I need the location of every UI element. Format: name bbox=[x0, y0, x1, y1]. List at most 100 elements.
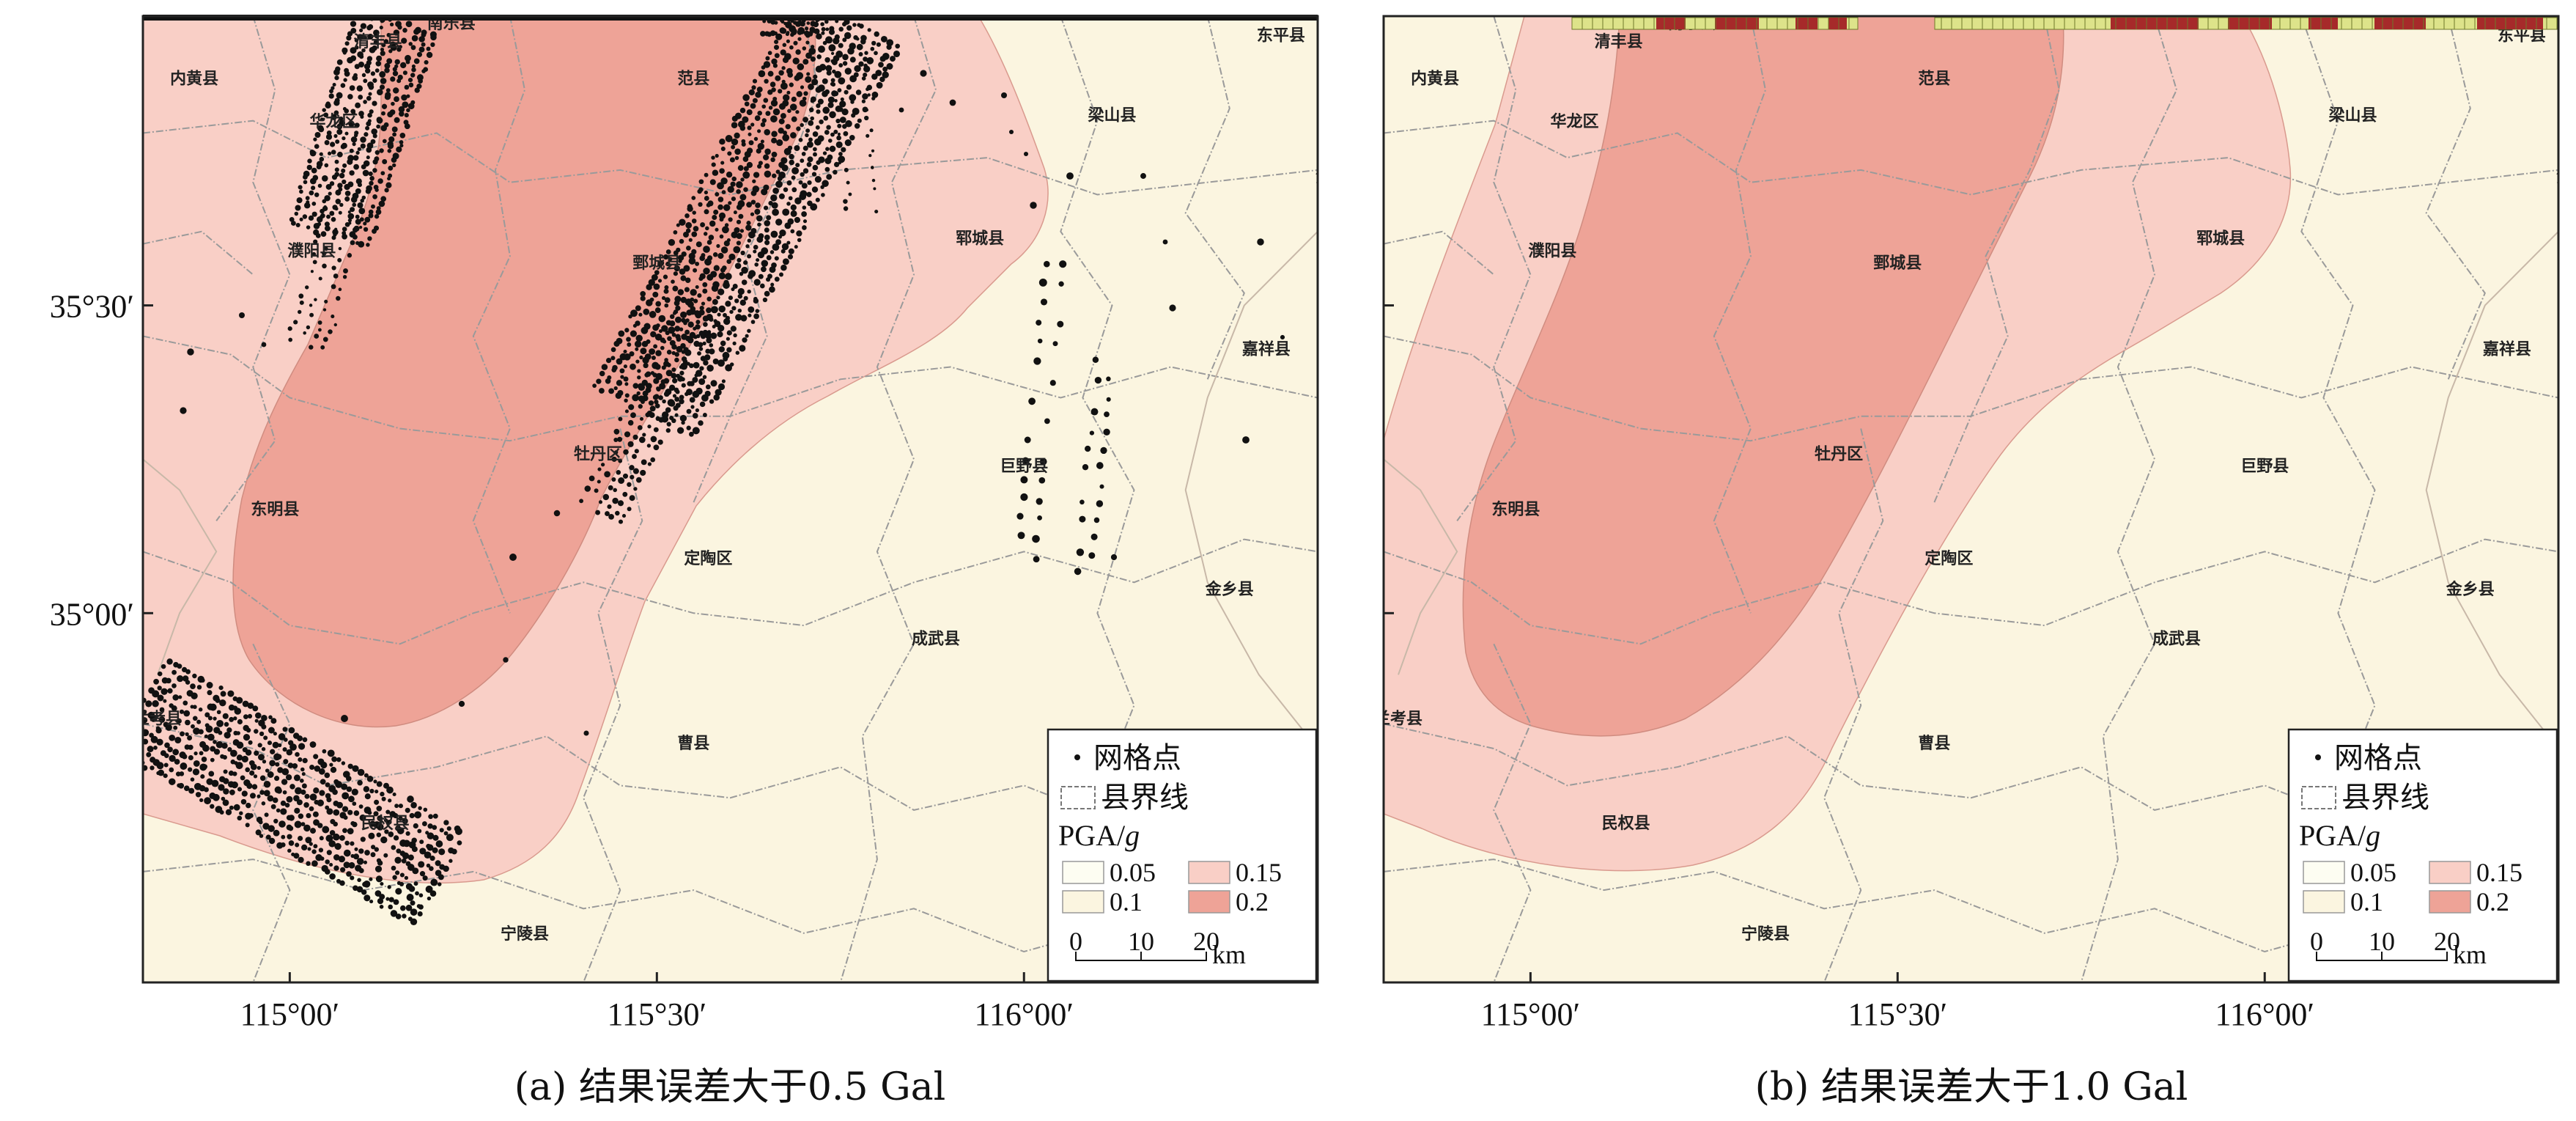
grid-point bbox=[664, 285, 669, 290]
grid-point bbox=[235, 762, 243, 770]
grid-point bbox=[178, 782, 185, 789]
county-label: 清丰县 bbox=[1595, 32, 1643, 51]
county-label: 鄄城县 bbox=[1873, 254, 1922, 273]
grid-point bbox=[373, 40, 379, 45]
grid-point bbox=[313, 239, 318, 244]
grid-point bbox=[410, 908, 418, 916]
grid-point bbox=[824, 19, 829, 24]
grid-point bbox=[613, 386, 618, 391]
grid-point bbox=[374, 790, 379, 794]
grid-point bbox=[854, 123, 860, 129]
grid-point bbox=[187, 735, 193, 740]
grid-point bbox=[1162, 239, 1168, 245]
grid-point bbox=[618, 416, 623, 422]
grid-point bbox=[686, 246, 691, 251]
grid-point bbox=[830, 51, 835, 56]
grid-point bbox=[724, 223, 729, 227]
grid-point bbox=[633, 487, 638, 491]
grid-point bbox=[608, 485, 613, 490]
grid-point bbox=[225, 809, 232, 815]
grid-point bbox=[717, 252, 724, 260]
grid-point bbox=[357, 779, 363, 786]
grid-point bbox=[624, 393, 630, 398]
grid-point bbox=[702, 282, 708, 287]
grid-point bbox=[387, 111, 394, 118]
grid-point bbox=[705, 384, 711, 390]
grid-point bbox=[375, 875, 383, 883]
grid-point bbox=[236, 754, 243, 761]
grid-point bbox=[796, 91, 802, 98]
grid-point bbox=[367, 810, 372, 815]
grid-point bbox=[169, 778, 176, 785]
grid-point bbox=[254, 729, 259, 734]
grid-point bbox=[147, 746, 154, 753]
grid-point bbox=[741, 266, 748, 274]
grid-point bbox=[874, 209, 879, 214]
grid-point bbox=[640, 290, 646, 297]
grid-point bbox=[354, 38, 359, 43]
grid-point bbox=[118, 738, 122, 742]
grid-point bbox=[700, 356, 706, 361]
grid-point bbox=[771, 151, 778, 158]
grid-point bbox=[723, 204, 731, 211]
county-boundary-line bbox=[2080, 16, 2178, 982]
grid-point bbox=[1103, 428, 1110, 436]
grid-point bbox=[128, 732, 133, 737]
grid-point bbox=[348, 221, 352, 225]
grid-point bbox=[229, 789, 235, 795]
grid-point bbox=[693, 298, 698, 304]
grid-point bbox=[228, 771, 235, 776]
grid-point bbox=[363, 221, 367, 226]
grid-point bbox=[823, 115, 829, 121]
grid-point bbox=[692, 413, 698, 419]
grid-point bbox=[1080, 499, 1085, 505]
grid-point bbox=[300, 789, 306, 795]
grid-point bbox=[248, 740, 253, 745]
grid-point bbox=[869, 128, 874, 133]
grid-point bbox=[385, 182, 392, 188]
grid-point bbox=[323, 205, 327, 209]
grid-point bbox=[723, 317, 731, 326]
grid-point bbox=[287, 834, 292, 839]
map-frame bbox=[1382, 15, 2560, 984]
grid-point bbox=[400, 62, 407, 69]
grid-point bbox=[391, 101, 395, 106]
grid-point bbox=[920, 70, 927, 77]
grid-point bbox=[302, 757, 308, 764]
grid-point bbox=[0, 0, 3, 3]
grid-point bbox=[392, 67, 397, 72]
grid-point bbox=[768, 200, 773, 206]
grid-point bbox=[198, 729, 204, 735]
grid-point bbox=[689, 431, 694, 437]
grid-point bbox=[747, 289, 751, 294]
grid-point bbox=[370, 852, 376, 858]
grid-point bbox=[357, 147, 361, 151]
top-edge-band bbox=[1571, 17, 2558, 30]
grid-point bbox=[358, 61, 365, 68]
grid-point bbox=[146, 751, 152, 757]
grid-point bbox=[222, 799, 229, 806]
grid-point bbox=[704, 196, 709, 201]
grid-point bbox=[247, 702, 254, 709]
grid-point bbox=[1030, 202, 1037, 209]
grid-point bbox=[684, 392, 689, 397]
grid-point bbox=[886, 63, 893, 70]
grid-point bbox=[377, 897, 384, 905]
grid-point bbox=[295, 751, 300, 757]
grid-point bbox=[838, 155, 846, 163]
grid-point bbox=[302, 174, 308, 180]
grid-point bbox=[376, 832, 382, 837]
grid-point bbox=[130, 742, 135, 746]
grid-point bbox=[347, 828, 354, 834]
grid-point bbox=[681, 334, 687, 340]
grid-point bbox=[794, 197, 802, 205]
grid-point bbox=[828, 29, 835, 35]
grid-point bbox=[287, 762, 294, 768]
grid-point bbox=[665, 249, 671, 254]
grid-point bbox=[858, 52, 863, 56]
grid-point bbox=[404, 84, 410, 90]
grid-point bbox=[429, 890, 437, 897]
grid-point bbox=[364, 850, 370, 856]
grid-point bbox=[725, 273, 732, 280]
grid-point bbox=[775, 218, 783, 226]
